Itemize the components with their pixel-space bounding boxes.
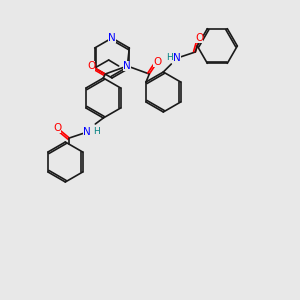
Text: O: O <box>53 123 61 133</box>
Text: O: O <box>87 61 95 71</box>
Text: O: O <box>153 57 161 67</box>
Text: N: N <box>83 127 91 137</box>
Text: N: N <box>108 33 116 43</box>
Text: N: N <box>173 53 181 63</box>
Text: O: O <box>195 33 203 43</box>
Text: H: H <box>166 53 173 62</box>
Text: H: H <box>93 128 100 136</box>
Text: N: N <box>123 61 131 71</box>
